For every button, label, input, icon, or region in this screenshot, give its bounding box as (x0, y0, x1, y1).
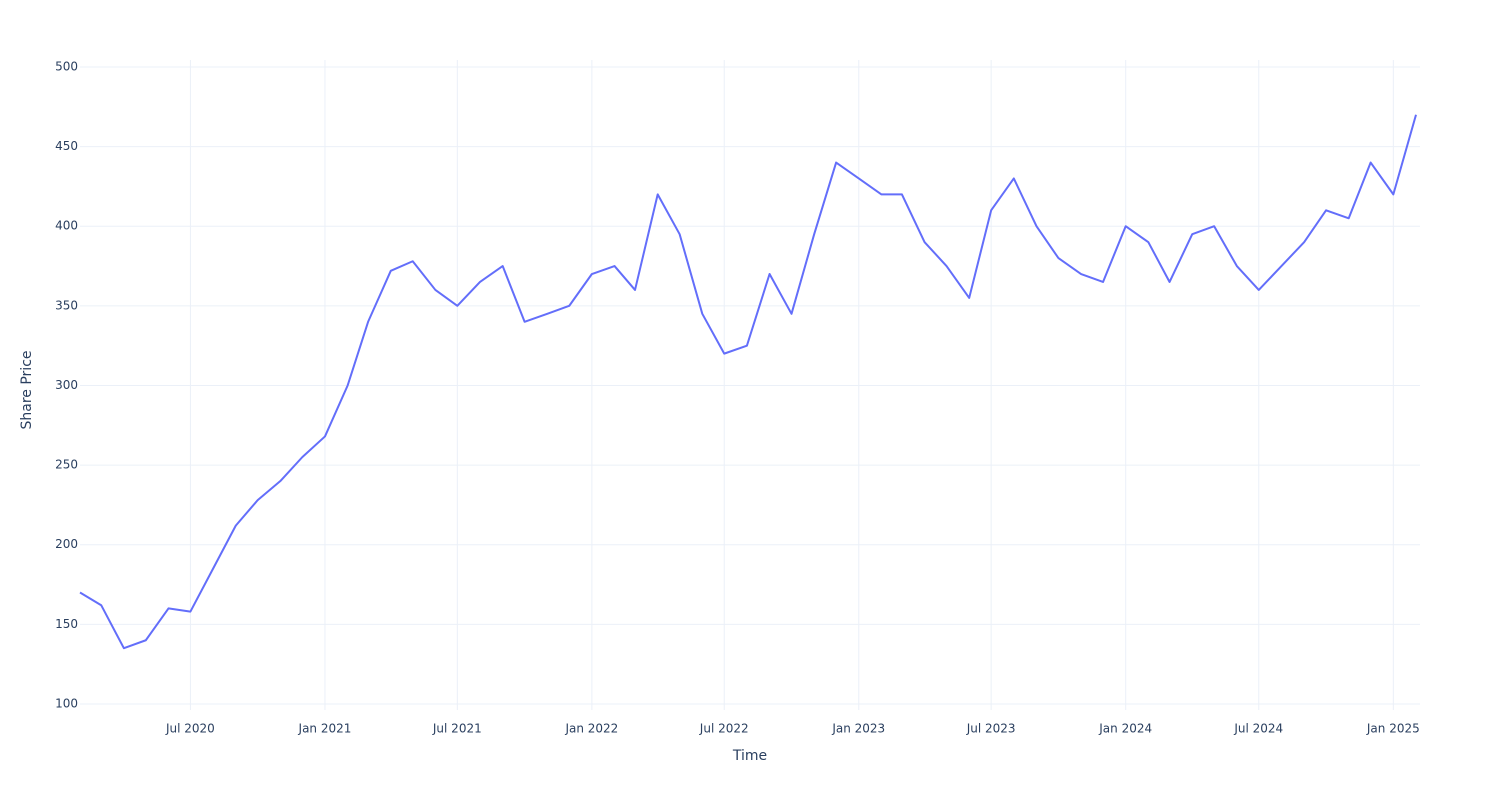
x-axis-title: Time (732, 748, 767, 764)
y-tick-label: 450 (55, 139, 78, 153)
x-tick-label: Jan 2021 (298, 722, 352, 736)
y-tick-label: 500 (55, 60, 78, 74)
y-tick-label: 200 (55, 537, 78, 551)
x-tick-label: Jan 2022 (564, 722, 618, 736)
y-tick-label: 300 (55, 378, 78, 392)
grid (80, 60, 1420, 710)
x-tick-label: Jan 2023 (831, 722, 885, 736)
x-tick-label: Jul 2020 (165, 722, 215, 736)
line (79, 114, 1417, 650)
y-tick-label: 100 (55, 696, 78, 710)
y-tick-label: 400 (55, 219, 78, 233)
x-tick-label: Jan 2024 (1098, 722, 1152, 736)
x-tick-label: Jul 2021 (432, 722, 482, 736)
x-tick-label: Jul 2024 (1233, 722, 1283, 736)
x-tick-label: Jul 2023 (966, 722, 1016, 736)
x-tick-label: Jan 2025 (1366, 722, 1420, 736)
y-tick-label: 350 (55, 298, 78, 312)
y-axis-title: Share Price (19, 350, 35, 429)
y-tick-label: 250 (55, 458, 78, 472)
x-tick-label: Jul 2022 (699, 722, 749, 736)
y-tick-label: 150 (55, 617, 78, 631)
